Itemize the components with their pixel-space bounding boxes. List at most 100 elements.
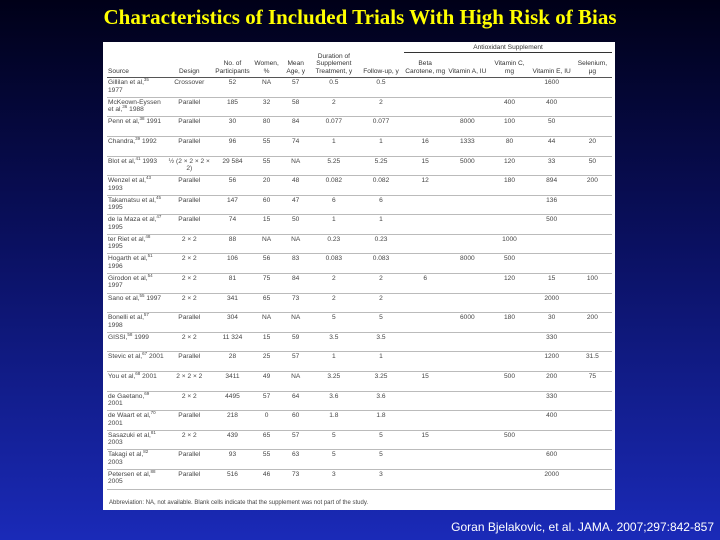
table-cell: Parallel <box>165 97 214 118</box>
table-cell: 49 <box>251 371 282 392</box>
reference: 38 <box>139 116 145 122</box>
empty-cell <box>446 77 489 98</box>
table-cell: 31.5 <box>572 351 612 373</box>
table-cell: 28 <box>213 351 252 373</box>
citation: Goran Bjelakovic, et al. JAMA. 2007;297:… <box>451 520 714 534</box>
table-cell: Parallel <box>165 469 214 490</box>
table-cell: 4495 <box>213 391 252 412</box>
source-name: Takagi et al, <box>108 451 144 459</box>
table-cell: 57 <box>281 77 310 98</box>
table-row: de Gaetano,69 2001 2 × 2 4495 57 64 3.6 3.6 330 <box>107 390 612 412</box>
table-cell: 25 <box>251 351 282 373</box>
table-cell: 0.23 <box>309 234 358 255</box>
group-header: Antioxidant Supplement <box>404 44 612 54</box>
table-cell: 2 × 2 × 2 <box>165 371 214 392</box>
table-cell: 200 <box>572 175 612 196</box>
empty-cell <box>404 234 447 255</box>
table-cell: 2 × 2 <box>165 332 214 353</box>
source-year: 1996 <box>108 262 123 270</box>
table-cell: 0.5 <box>357 77 405 98</box>
source-year: 1977 <box>108 86 123 94</box>
table-row: Takagi et al,82 2003 Parallel 93 55 63 5 5 600 <box>107 449 612 470</box>
table-cell: 8000 <box>446 253 489 275</box>
source-cell: GISSI,58 1999 <box>107 331 166 353</box>
source-year: 1988 <box>129 106 144 114</box>
source-name: Petersen et al, <box>108 471 151 478</box>
table-cell: 55 <box>251 156 282 177</box>
empty-cell <box>446 410 489 431</box>
empty-cell <box>530 253 573 275</box>
empty-cell <box>404 293 447 314</box>
table-cell: 1 <box>357 351 405 373</box>
table-cell: 63 <box>281 449 310 470</box>
table-cell: 52 <box>213 77 252 98</box>
empty-cell <box>446 175 489 196</box>
source-name: Bonelli et al, <box>108 314 144 322</box>
table-cell: 304 <box>213 312 252 333</box>
table-cell: Parallel <box>165 136 214 157</box>
table-cell: Parallel <box>165 195 214 216</box>
empty-cell <box>572 391 612 412</box>
table-cell: 5 <box>357 430 405 451</box>
empty-cell <box>446 430 489 451</box>
table-cell: 106 <box>213 253 252 275</box>
reference: 69 <box>144 390 150 396</box>
empty-cell <box>404 312 447 333</box>
source-cell: Takamatsu et al,45 1995 <box>107 195 166 216</box>
source-cell: de Waart et al,70 2001 <box>107 410 166 431</box>
table-cell: NA <box>281 371 310 392</box>
empty-cell <box>572 430 612 451</box>
table-row: Takamatsu et al,45 1995 Parallel 147 60 47 6 6… <box>107 195 612 216</box>
table-cell: 8000 <box>446 116 489 137</box>
table-cell: 3.5 <box>357 332 405 353</box>
table-row: de Waart et al,70 2001 Parallel 218 0 60 1.8 1… <box>107 410 612 431</box>
source-name: Gillilan et al, <box>108 79 144 87</box>
reference: 57 <box>143 312 149 318</box>
empty-cell <box>446 273 489 294</box>
table-cell: 59 <box>281 332 310 353</box>
table-cell: 65 <box>251 430 282 451</box>
source-year: 1993 <box>108 184 123 192</box>
table-cell: 2 <box>357 293 405 314</box>
source-year: 2001 <box>148 353 164 361</box>
table-cell: 120 <box>488 156 531 177</box>
source-cell: Penn et al,38 1991 <box>107 116 166 137</box>
empty-cell <box>572 97 612 118</box>
column-header: Mean Age, y <box>281 52 310 79</box>
source-name: You et al, <box>108 373 136 381</box>
table-cell: 65 <box>251 293 282 314</box>
table-row: Chandra,39 1992 Parallel 96 55 74 1 1 16 1333 80 4… <box>107 136 612 157</box>
source-year: 1998 <box>108 321 123 329</box>
table-cell: 58 <box>281 97 310 118</box>
source-year: 1993 <box>142 157 158 165</box>
table-cell: 2 × 2 <box>165 430 214 451</box>
empty-cell <box>488 195 531 216</box>
table-cell: 30 <box>530 312 573 333</box>
table-cell: 57 <box>281 430 310 451</box>
empty-cell <box>446 371 489 392</box>
column-header: Women, % <box>251 52 282 79</box>
empty-cell <box>446 391 489 412</box>
table-cell: 48 <box>281 175 310 196</box>
table-cell: 439 <box>213 430 252 451</box>
table-cell: 11 324 <box>213 332 252 353</box>
empty-cell <box>572 449 612 470</box>
table-cell: 0.083 <box>357 253 405 275</box>
table-cell: 73 <box>281 293 310 314</box>
reference: 55 <box>139 292 145 298</box>
table-cell: 73 <box>281 469 310 490</box>
source-year: 1999 <box>134 333 149 341</box>
table-cell: NA <box>251 77 282 98</box>
reference: 35 <box>143 76 149 82</box>
reference: 36 <box>122 103 128 109</box>
table-cell: 180 <box>488 312 531 333</box>
empty-cell <box>404 253 447 275</box>
table-row: Stevic et al,67 2001 Parallel 28 25 57 1 1 1200… <box>107 351 612 373</box>
table-cell: Parallel <box>165 449 214 470</box>
table-cell: 1.8 <box>309 410 358 431</box>
table-cell: 100 <box>488 116 531 137</box>
reference: 58 <box>127 331 133 337</box>
table-cell: 894 <box>530 175 573 196</box>
empty-cell <box>530 234 573 255</box>
slide-title: Characteristics of Included Trials With … <box>103 5 617 29</box>
